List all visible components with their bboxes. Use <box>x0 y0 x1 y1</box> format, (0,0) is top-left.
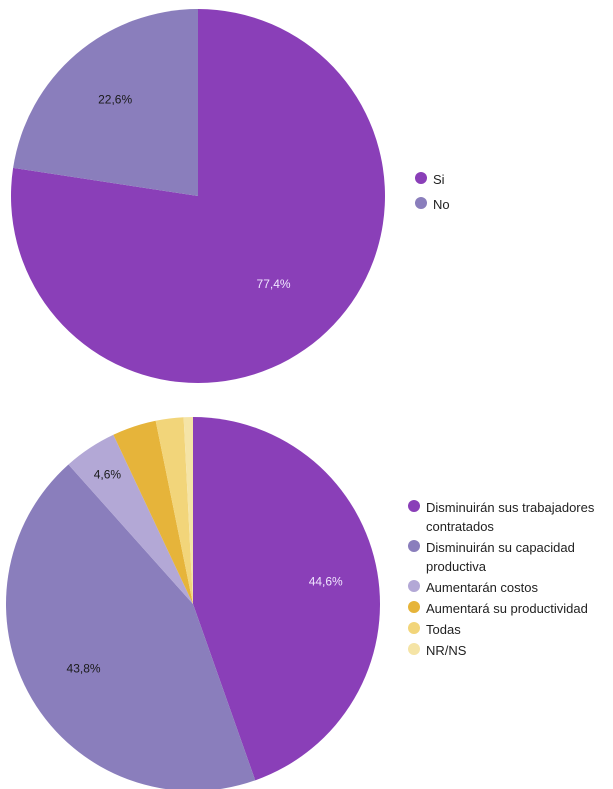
pie-chart-2: 44,6% 43,8% 4,6% <box>6 417 381 789</box>
legend-swatch <box>408 601 420 613</box>
legend-item-aumentara-su-productividad: Aumentará su productividad <box>408 599 613 618</box>
legend-label: NR/NS <box>426 643 467 658</box>
legend-item-aumentaran-costos: Aumentarán costos <box>408 578 613 597</box>
slice-value-label: 44,6% <box>309 574 343 588</box>
legend-item-si: Si <box>415 170 450 189</box>
pie-slice-todas <box>155 417 193 604</box>
legend-swatch <box>415 197 427 209</box>
pie-slice-nr-ns <box>183 417 193 604</box>
legend-swatch <box>408 643 420 655</box>
legend-swatch <box>415 172 427 184</box>
legend-item-no: No <box>415 195 450 214</box>
slice-value-label: 43,8% <box>67 662 101 676</box>
legend-label: Disminuirán su capacidad productiva <box>426 540 575 574</box>
pie-slice-si <box>11 9 385 384</box>
legend-pie-1: Si No <box>415 170 450 220</box>
slice-value-label: 77,4% <box>257 277 291 291</box>
legend-item-nr-ns: NR/NS <box>408 641 613 660</box>
legend-label: Todas <box>426 622 461 637</box>
legend-swatch <box>408 540 420 552</box>
legend-label: Si <box>433 172 445 187</box>
pie-slice-disminuiran-sus-trabajadores-contratados <box>193 417 381 781</box>
legend-label: Aumentará su productividad <box>426 601 588 616</box>
legend-item-todas: Todas <box>408 620 613 639</box>
legend-item-disminuiran-su-capacidad-productiva: Disminuirán su capacidad productiva <box>408 538 613 576</box>
slice-value-label: 22,6% <box>98 93 132 107</box>
legend-label: No <box>433 197 450 212</box>
legend-label: Aumentarán costos <box>426 580 539 595</box>
legend-swatch <box>408 622 420 634</box>
legend-label: Disminuirán sus trabajadores contratados <box>426 500 595 534</box>
legend-swatch <box>408 580 420 592</box>
pie-slice-no <box>13 9 198 196</box>
pie-slice-aumentara-su-productividad <box>113 420 193 604</box>
slice-value-label: 4,6% <box>94 468 122 482</box>
pie-slice-aumentaran-costos <box>68 434 193 604</box>
legend-pie-2: Disminuirán sus trabajadores contratados… <box>408 498 613 662</box>
pie-chart-1: 77,4% 22,6% <box>11 9 385 384</box>
pie-slice-disminuiran-su-capacidad-productiva <box>6 464 256 789</box>
legend-item-disminuiran-sus-trabajadores-contratados: Disminuirán sus trabajadores contratados <box>408 498 613 536</box>
legend-swatch <box>408 500 420 512</box>
